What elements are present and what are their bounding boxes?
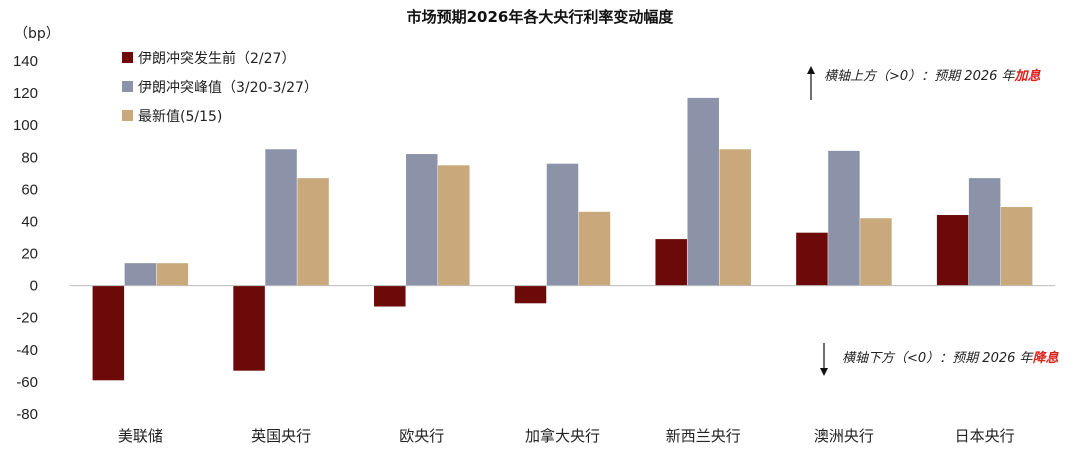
annotation-down-emphasis: 降息 (1033, 350, 1060, 366)
bar-series-1-新西兰央行 (687, 97, 719, 286)
x-axis: 美联储 英国央行 欧央行 加拿大央行 新西兰央行 澳洲央行 日本央行 (118, 427, 1015, 445)
y-axis: 140 120 100 80 60 40 20 0 -20 -40 -60 -80 (13, 53, 38, 423)
x-tick-label: 加拿大央行 (525, 427, 600, 445)
annotation-down: 横轴下方（<0）：预期 2026 年降息 (820, 343, 1060, 376)
x-tick-label: 英国央行 (251, 427, 311, 445)
bar-series-0-美联储 (92, 285, 125, 381)
annotation-up-text: 横轴上方（>0）：预期 2026 年加息 (824, 68, 1042, 84)
up-arrowhead-icon (807, 66, 815, 74)
annotation-down-text: 横轴下方（<0）：预期 2026 年降息 (842, 350, 1060, 366)
annotation-down-prefix: 横轴下方（<0）：预期 2026 年 (842, 350, 1035, 366)
bars (92, 97, 1033, 381)
bar-series-1-加拿大央行 (546, 163, 579, 286)
y-axis-unit: （bp） (14, 26, 60, 42)
y-tick-label: 120 (13, 85, 38, 102)
bar-series-2-日本央行 (1000, 207, 1033, 286)
x-tick-label: 日本央行 (955, 427, 1015, 445)
y-tick-label: 40 (21, 213, 38, 230)
x-tick-label: 新西兰央行 (666, 427, 741, 445)
legend-label-0: 伊朗冲突发生前（2/27） (138, 50, 295, 67)
bar-series-2-美联储 (156, 263, 189, 286)
bar-series-1-英国央行 (265, 149, 297, 286)
bar-series-0-新西兰央行 (655, 239, 687, 286)
y-tick-label: 80 (21, 149, 38, 166)
y-tick-label: -40 (16, 342, 38, 359)
x-tick-label: 澳洲央行 (814, 427, 874, 445)
bar-series-1-美联储 (124, 263, 157, 286)
bar-series-2-加拿大央行 (578, 211, 611, 286)
bar-series-2-澳洲央行 (860, 218, 892, 286)
bar-series-0-日本央行 (936, 215, 969, 286)
bar-series-1-日本央行 (968, 178, 1001, 286)
annotation-up-emphasis: 加息 (1014, 68, 1042, 84)
annotation-up-prefix: 横轴上方（>0）：预期 2026 年 (824, 68, 1017, 84)
y-tick-label: 20 (21, 246, 38, 263)
bar-series-1-澳洲央行 (828, 150, 860, 286)
y-tick-label: -80 (16, 406, 38, 423)
y-tick-label: 100 (13, 117, 38, 134)
x-tick-label: 欧央行 (399, 427, 444, 445)
chart-title: 市场预期2026年各大央行利率变动幅度 (407, 8, 675, 26)
legend-swatch-2 (122, 110, 133, 121)
bar-series-2-英国央行 (297, 178, 329, 286)
bar-series-0-英国央行 (233, 285, 265, 371)
bar-series-2-新西兰央行 (719, 149, 751, 286)
y-tick-label: 0 (30, 278, 38, 295)
bar-series-0-加拿大央行 (514, 285, 547, 304)
legend-label-2: 最新值(5/15) (138, 109, 222, 125)
legend-swatch-1 (122, 81, 133, 92)
bar-series-1-欧央行 (406, 154, 438, 286)
y-tick-label: 60 (21, 181, 38, 198)
legend-swatch-0 (122, 52, 133, 63)
down-arrowhead-icon (820, 368, 828, 376)
bar-series-0-欧央行 (374, 285, 406, 307)
y-tick-label: -20 (16, 310, 38, 327)
x-tick-label: 美联储 (118, 427, 163, 445)
bar-series-2-欧央行 (438, 165, 470, 286)
legend-label-1: 伊朗冲突峰值（3/20-3/27） (138, 80, 318, 96)
annotation-up: 横轴上方（>0）：预期 2026 年加息 (807, 66, 1042, 100)
legend: 伊朗冲突发生前（2/27） 伊朗冲突峰值（3/20-3/27） 最新值(5/15) (122, 50, 318, 125)
bar-series-0-澳洲央行 (796, 232, 828, 286)
y-tick-label: -60 (16, 374, 38, 391)
y-tick-label: 140 (13, 53, 38, 70)
